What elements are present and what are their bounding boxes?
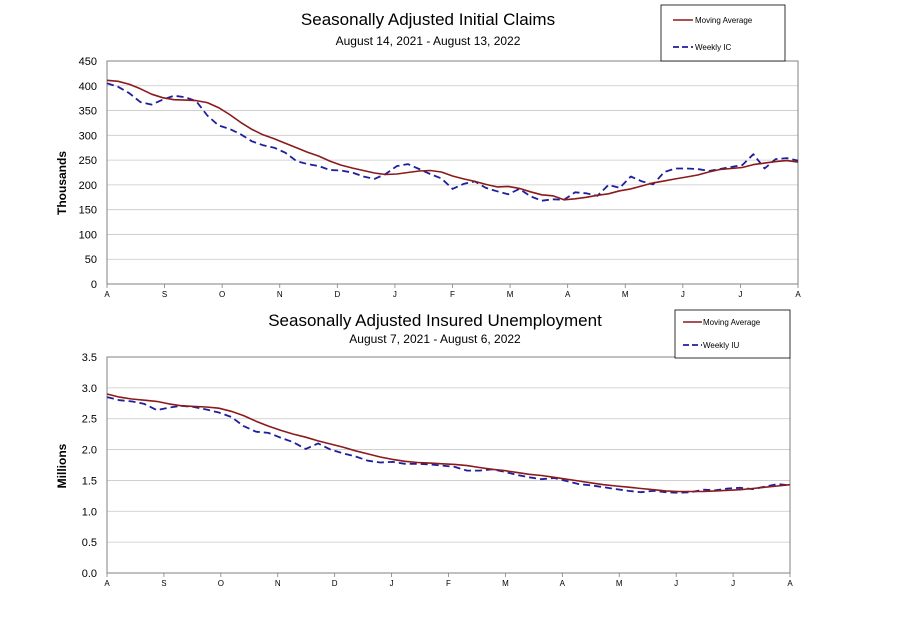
initial-claims-chart: Seasonally Adjusted Initial Claims Augus… (55, 4, 801, 299)
chart-subtitle: August 7, 2021 - August 6, 2022 (349, 332, 521, 346)
y-tick-label: 250 (79, 155, 97, 167)
y-tick-label: 1.5 (82, 475, 97, 487)
legend-box (660, 4, 786, 62)
chart-subtitle: August 14, 2021 - August 13, 2022 (336, 34, 521, 48)
y-tick-label: 2.0 (82, 445, 97, 457)
gridlines (107, 60, 798, 285)
x-tick-label: J (738, 290, 742, 299)
y-tick-label: 0.5 (82, 537, 97, 549)
x-tick-label: M (622, 290, 629, 299)
y-tick-label: 150 (79, 205, 97, 217)
x-tick-label: J (393, 290, 397, 299)
series-moving-average-line (106, 79, 799, 201)
x-tick-label: J (390, 579, 394, 588)
insured-unemployment-chart: Seasonally Adjusted Insured Unemployment… (55, 309, 793, 588)
y-tick-label: 350 (79, 106, 97, 118)
x-tick-label: A (787, 579, 793, 588)
y-tick-label: 200 (79, 180, 97, 192)
x-tick-label: D (334, 290, 340, 299)
x-tick-label: J (681, 290, 685, 299)
x-tick-label: O (219, 290, 225, 299)
gridlines (107, 356, 790, 574)
series-lines (106, 393, 791, 494)
legend-label: Weekly IC (695, 43, 732, 52)
x-tick-label: A (104, 290, 110, 299)
chart-title: Seasonally Adjusted Insured Unemployment (268, 311, 602, 330)
plot-area (106, 60, 799, 285)
y-tick-labels: 0 50 100 150 200 250 300 350 400 450 (79, 56, 97, 291)
y-tick-label: 2.5 (82, 414, 97, 426)
x-tick-label: A (795, 290, 801, 299)
legend-label: Weekly IU (703, 341, 740, 350)
x-tick-label: D (332, 579, 338, 588)
x-tick-label: F (450, 290, 455, 299)
y-tick-label: 100 (79, 229, 97, 241)
y-axis-label: Millions (55, 443, 69, 488)
legend-box (674, 309, 791, 359)
y-tick-label: 450 (79, 56, 97, 68)
x-tick-label: N (275, 579, 281, 588)
x-tick-label: S (162, 290, 167, 299)
x-tick-label: J (731, 579, 735, 588)
legend-label: Moving Average (695, 16, 753, 25)
x-tick-label: M (616, 579, 623, 588)
y-tick-label: 0 (91, 279, 97, 291)
series-weekly-line (106, 82, 799, 202)
y-tick-label: 50 (85, 254, 97, 266)
x-tick-label: N (277, 290, 283, 299)
series-lines (106, 79, 799, 202)
plot-area (106, 356, 791, 574)
y-tick-label: 1.0 (82, 506, 97, 518)
x-tick-label: J (674, 579, 678, 588)
y-axis-label: Thousands (55, 151, 69, 215)
x-tick-label: M (507, 290, 514, 299)
y-tick-label: 3.5 (82, 352, 97, 364)
x-tick-label: O (218, 579, 224, 588)
y-tick-labels: 0.0 0.5 1.0 1.5 2.0 2.5 3.0 3.5 (82, 352, 97, 580)
y-tick-label: 0.0 (82, 568, 97, 580)
y-tick-label: 300 (79, 130, 97, 142)
chart-title: Seasonally Adjusted Initial Claims (301, 10, 555, 29)
legend-label: Moving Average (703, 318, 761, 327)
x-tick-label: F (446, 579, 451, 588)
x-tick-label: A (104, 579, 110, 588)
x-tick-label: M (502, 579, 509, 588)
legend: Moving Average Weekly IC (660, 4, 786, 62)
series-weekly-line (106, 396, 791, 494)
series-moving-average-line (106, 393, 791, 493)
x-tick-label: S (161, 579, 166, 588)
legend: Moving Average Weekly IU (674, 309, 791, 359)
y-tick-label: 3.0 (82, 383, 97, 395)
y-tick-label: 400 (79, 81, 97, 93)
x-tick-label: A (560, 579, 566, 588)
x-tick-label: A (565, 290, 571, 299)
